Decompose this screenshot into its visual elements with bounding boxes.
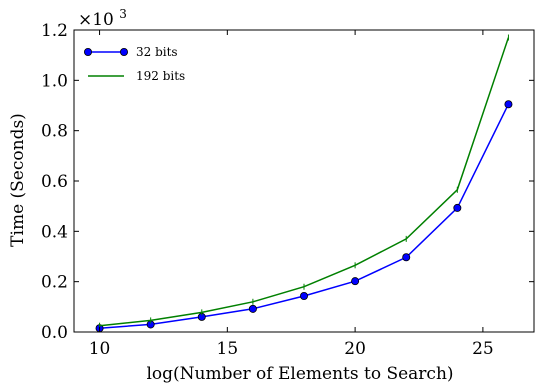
- y-tick-label: 0.8: [41, 122, 68, 142]
- legend-marker: [120, 48, 129, 57]
- x-tick-label: 25: [472, 339, 494, 359]
- y-multiplier-base: ×10: [78, 10, 114, 30]
- series-layer: [95, 34, 513, 333]
- data-point: [351, 277, 360, 286]
- plot-area: [74, 30, 534, 332]
- x-axis-label: log(Number of Elements to Search): [146, 364, 453, 384]
- legend-label: 192 bits: [136, 69, 185, 83]
- x-tick-label: 20: [344, 339, 366, 359]
- y-tick-label: 0.0: [41, 323, 68, 343]
- y-tick-label: 0.2: [41, 273, 68, 293]
- data-point: [248, 304, 257, 313]
- x-tick-label: 15: [217, 339, 239, 359]
- y-multiplier: ×10 3: [78, 7, 127, 30]
- y-tick-label: 1.2: [41, 21, 68, 41]
- data-point: [453, 203, 462, 212]
- x-tick-label: 10: [89, 339, 111, 359]
- legend: 32 bits 192 bits: [84, 45, 185, 83]
- plot-background: [74, 30, 534, 332]
- y-tick-label: 1.0: [41, 71, 68, 91]
- legend-marker: [84, 48, 93, 57]
- svg-text:×10 3: ×10 3: [78, 7, 127, 30]
- legend-label: 32 bits: [136, 45, 178, 59]
- data-point: [504, 100, 513, 109]
- y-multiplier-exponent: 3: [119, 7, 127, 21]
- axes-layer: 10 15 20 25 0.0 0.2 0.4 0.6 0.8 1.0 1.2: [41, 21, 535, 359]
- y-tick-label: 0.6: [41, 172, 68, 192]
- data-point: [299, 292, 308, 301]
- y-axis-label: Time (Seconds): [8, 113, 28, 247]
- data-point: [402, 253, 411, 262]
- y-tick-label: 0.4: [41, 222, 68, 242]
